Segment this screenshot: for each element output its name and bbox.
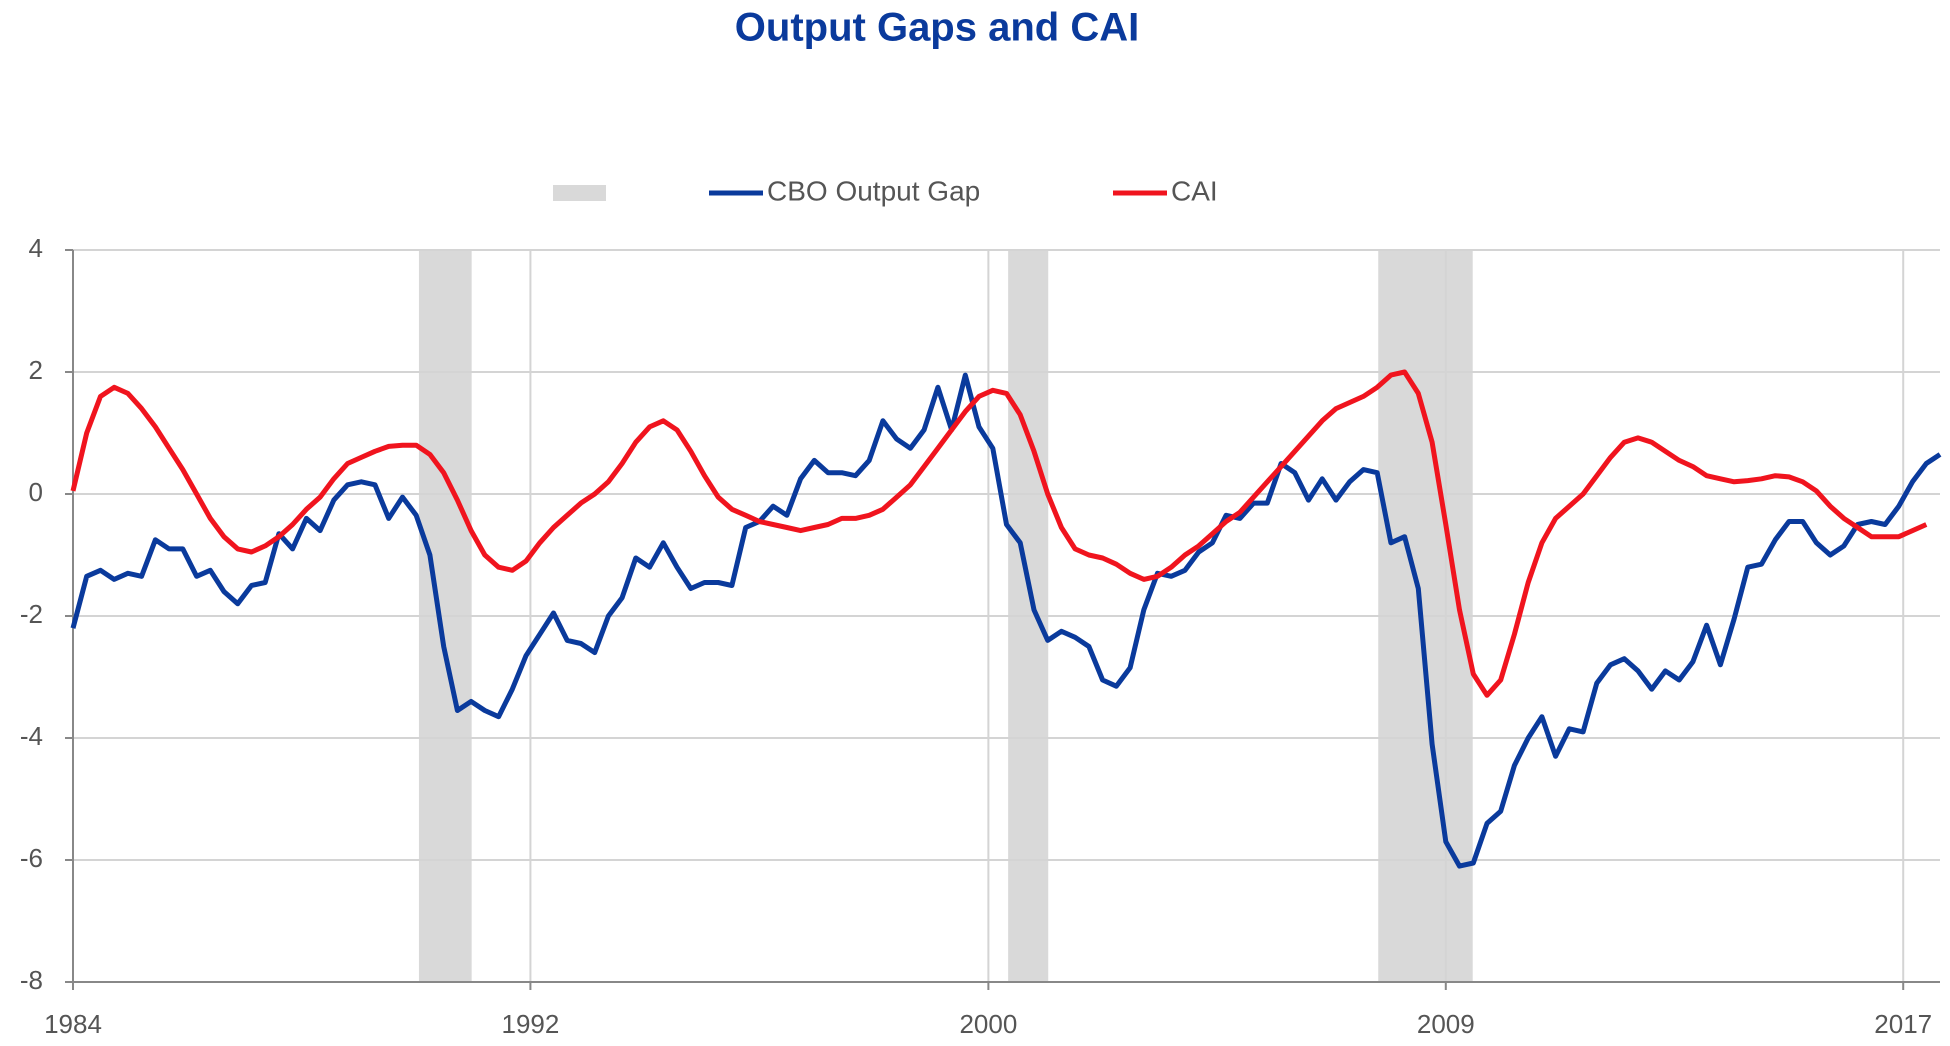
chart-title: Output Gaps and CAI [735, 6, 1139, 50]
series-line [70, 369, 1928, 698]
y-tick-label: -4 [20, 721, 43, 751]
y-tick-label: -2 [20, 599, 43, 629]
y-tick-label: -6 [20, 843, 43, 873]
y-tick-label: 0 [29, 477, 43, 507]
x-tick-label: 1984 [44, 1009, 102, 1039]
x-tick-label: 2000 [959, 1009, 1017, 1039]
x-tick-label: 1992 [501, 1009, 559, 1039]
x-tick-label: 2009 [1417, 1009, 1475, 1039]
legend-label: CBO Output Gap [767, 175, 980, 206]
y-tick-label: -8 [20, 965, 43, 995]
legend-label: CAI [1171, 175, 1218, 206]
series-line [70, 372, 1942, 869]
legend-swatch [553, 185, 606, 201]
y-tick-label: 4 [29, 233, 43, 263]
y-tick-label: 2 [29, 355, 43, 385]
x-tick-label: 2017 [1874, 1009, 1932, 1039]
